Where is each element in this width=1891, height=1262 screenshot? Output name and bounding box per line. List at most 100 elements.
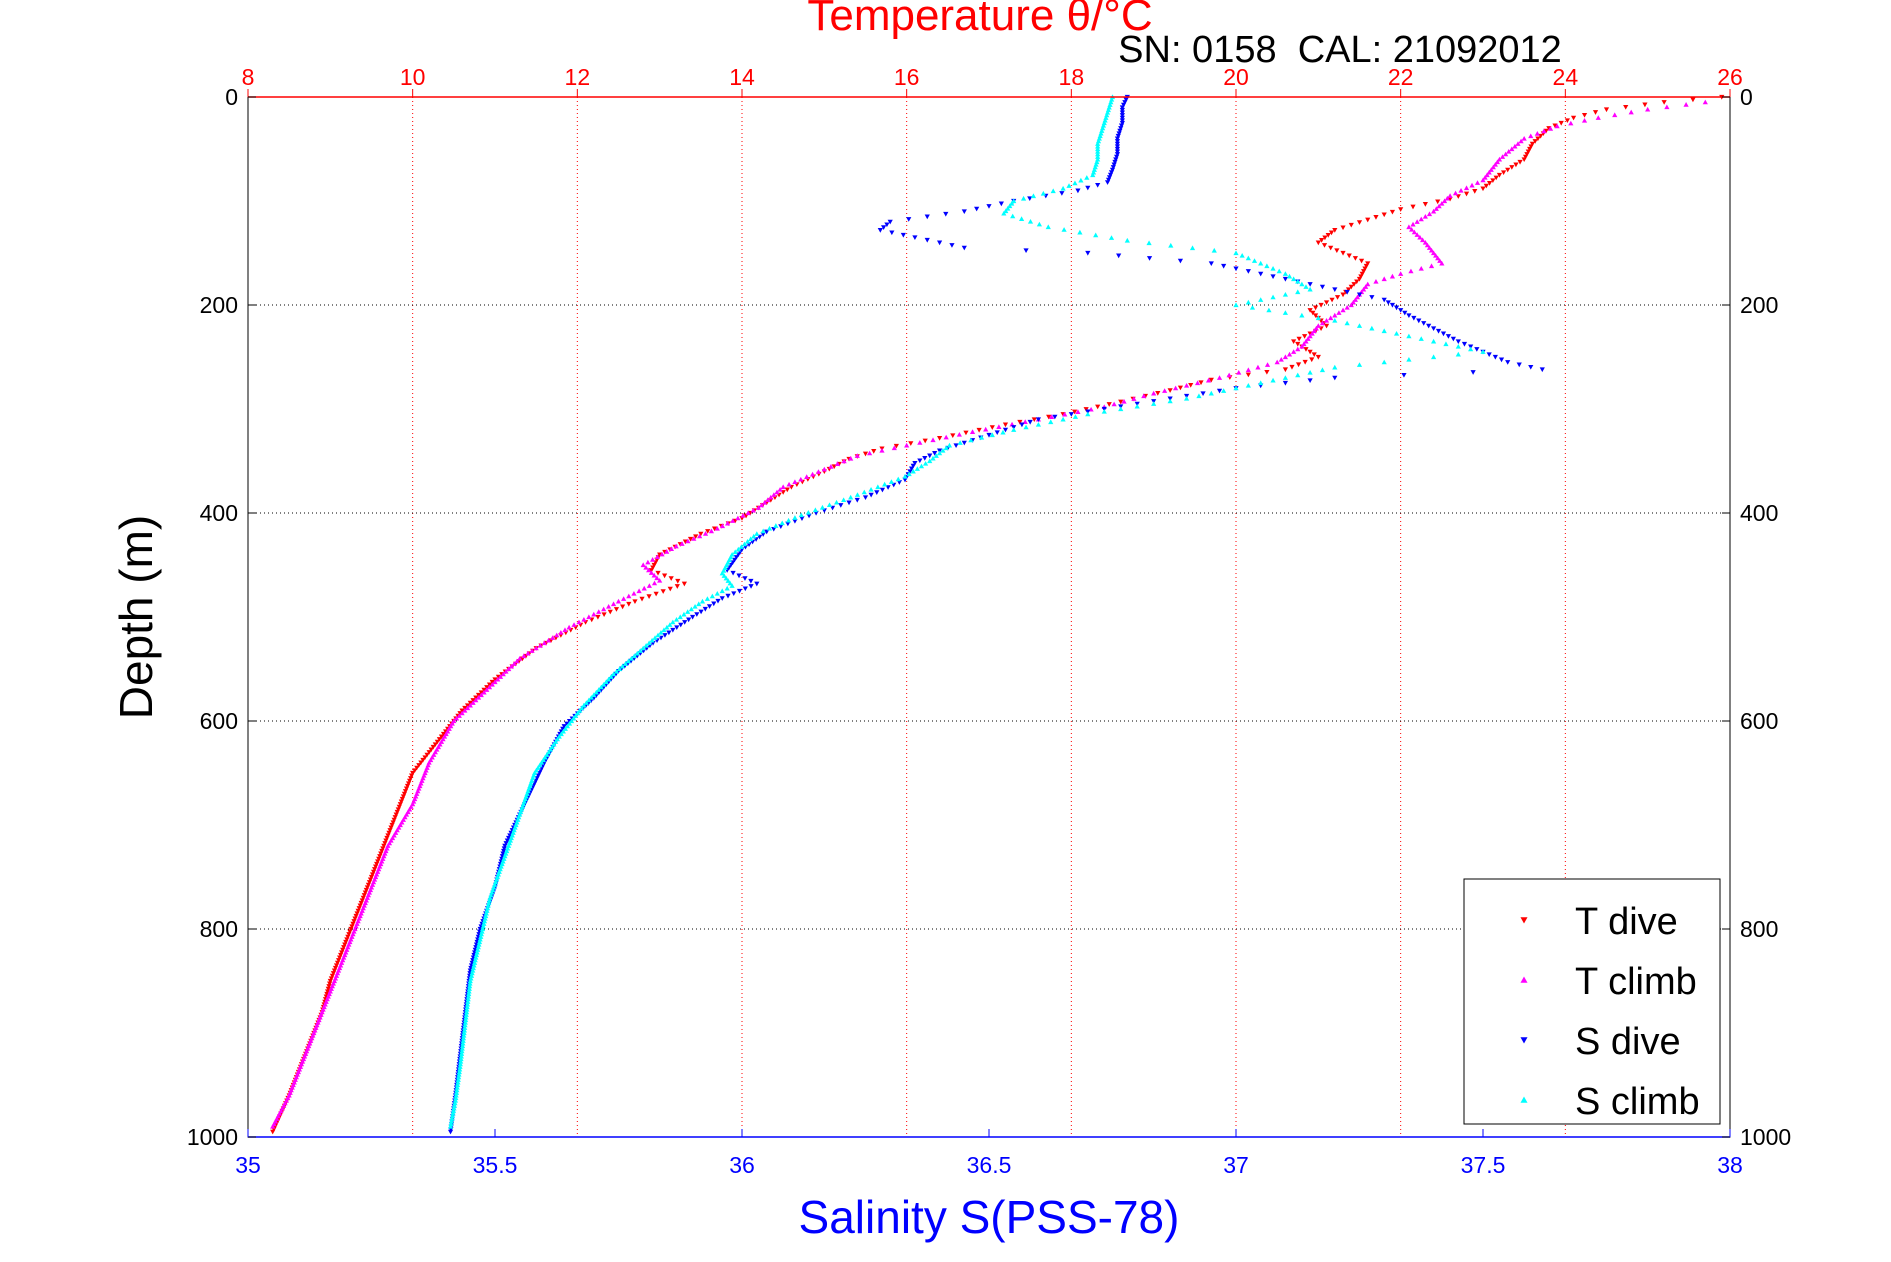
bottom-tick-label: 37.5 (1461, 1152, 1506, 1178)
data-point (485, 903, 491, 908)
data-point (828, 464, 834, 469)
data-point (730, 518, 736, 523)
data-point (352, 916, 358, 922)
data-point (697, 533, 703, 539)
data-point (353, 913, 359, 919)
data-point (1009, 200, 1015, 206)
data-point (854, 497, 860, 503)
data-point (882, 481, 888, 487)
data-point (771, 492, 777, 497)
data-point (748, 584, 754, 589)
data-point (1030, 193, 1037, 199)
data-point (1359, 271, 1365, 277)
data-point (1282, 380, 1288, 386)
data-point (1258, 260, 1264, 266)
top-tick-label: 24 (1553, 64, 1579, 90)
data-point (933, 453, 939, 458)
data-point (1373, 215, 1379, 220)
data-point (1095, 154, 1101, 159)
data-point (581, 702, 587, 708)
data-point (454, 1085, 460, 1090)
data-point (410, 770, 416, 776)
data-point (564, 723, 571, 729)
data-point (471, 962, 477, 968)
data-point (1381, 328, 1387, 334)
data-point (1194, 380, 1201, 386)
data-point (1348, 222, 1354, 228)
data-point (1509, 165, 1515, 170)
data-point (1131, 396, 1137, 401)
data-point (640, 645, 646, 651)
data-point (1233, 250, 1239, 256)
data-point (362, 890, 368, 896)
data-point (440, 731, 447, 737)
data-point (1119, 120, 1125, 126)
data-point (1552, 123, 1558, 129)
data-point (1299, 312, 1305, 318)
data-point (785, 521, 791, 527)
data-point (1085, 185, 1091, 191)
data-point (1319, 320, 1326, 326)
data-point (927, 458, 933, 464)
data-point (484, 908, 490, 913)
data-point (760, 528, 766, 534)
data-point (1393, 331, 1400, 336)
data-point (937, 436, 943, 441)
data-point (343, 939, 349, 945)
data-point (657, 578, 663, 583)
data-point (454, 1087, 460, 1093)
data-point (521, 653, 527, 659)
data-point (1381, 297, 1387, 303)
data-point (1095, 141, 1101, 146)
data-point (1474, 347, 1480, 352)
data-point (1592, 110, 1599, 115)
data-point (1321, 243, 1328, 248)
data-point (1226, 372, 1232, 378)
data-point (1035, 417, 1041, 422)
data-point (484, 687, 490, 692)
data-point (1060, 185, 1066, 191)
data-point (686, 617, 692, 623)
data-point (1233, 266, 1239, 272)
data-point (1350, 299, 1356, 305)
data-point (473, 952, 480, 958)
data-point (458, 1053, 464, 1059)
data-point (1539, 367, 1545, 373)
data-point (1455, 339, 1461, 344)
data-point (422, 755, 428, 760)
data-point (1402, 310, 1408, 316)
data-point (1106, 175, 1113, 180)
data-point (1078, 177, 1084, 183)
data-point (805, 509, 811, 515)
data-point (1468, 346, 1474, 352)
data-point (606, 604, 612, 609)
data-point (1534, 131, 1540, 136)
data-point (459, 1051, 465, 1056)
data-point (1603, 107, 1610, 113)
data-point (961, 209, 967, 214)
data-point (1118, 406, 1124, 412)
data-point (731, 591, 737, 597)
data-point (1309, 331, 1315, 336)
data-point (653, 591, 659, 597)
data-point (1122, 100, 1128, 105)
data-point (879, 448, 885, 453)
data-point (1249, 305, 1256, 310)
data-point (476, 942, 482, 947)
legend-marker (1520, 1096, 1528, 1103)
data-point (1027, 218, 1034, 224)
data-point (819, 504, 826, 510)
data-point (1433, 206, 1439, 211)
data-point (1023, 424, 1029, 430)
data-point (978, 435, 985, 440)
legend-label: T climb (1575, 961, 1697, 1003)
data-point (1541, 128, 1547, 134)
data-point (1325, 233, 1331, 238)
data-point (1282, 271, 1288, 276)
data-point (902, 477, 908, 483)
grid-lines (248, 97, 1730, 1137)
data-point (469, 970, 475, 976)
data-point (438, 734, 445, 740)
data-point (1000, 429, 1006, 435)
data-point (755, 505, 762, 510)
